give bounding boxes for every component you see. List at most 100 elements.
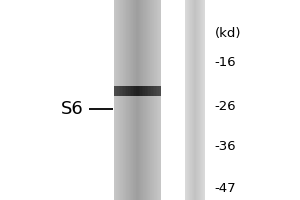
Bar [147,0,148,200]
Bar [155,0,156,200]
Bar [133,0,134,200]
Bar [189,0,190,200]
Bar [148,86,150,96]
Bar [119,0,120,200]
Bar [194,0,195,200]
Bar [202,0,203,200]
Bar [153,0,154,200]
Bar [142,0,143,200]
Bar [193,0,194,200]
Bar [124,0,125,200]
Bar [156,0,157,200]
Bar [141,0,142,200]
Bar [191,0,192,200]
Bar [204,0,205,200]
Bar [200,0,201,200]
Bar [145,0,146,200]
Bar [140,0,141,200]
Bar [159,86,160,96]
Bar [143,0,144,200]
Bar [154,0,155,200]
Bar [134,86,136,96]
Bar [137,86,139,96]
Bar [136,86,137,96]
Text: (kd): (kd) [214,27,241,40]
Bar [151,0,152,200]
Bar [128,86,130,96]
Bar [160,0,161,200]
Bar [188,0,189,200]
Bar [130,86,131,96]
Bar [149,0,150,200]
Bar [122,86,123,96]
Bar [201,0,202,200]
Bar [127,0,128,200]
Bar [131,0,132,200]
Bar [129,0,130,200]
Bar [137,0,138,200]
Bar [120,86,122,96]
Bar [198,0,199,200]
Bar [196,0,197,200]
Bar [144,0,145,200]
Bar [205,0,206,200]
Bar [123,86,125,96]
Bar [134,0,135,200]
Bar [121,0,122,200]
Bar [157,0,158,200]
Bar [151,86,153,96]
Bar [125,0,126,200]
Bar [143,86,145,96]
Bar [146,0,147,200]
Bar [131,86,133,96]
Bar [146,0,147,200]
Text: -36: -36 [214,140,236,152]
Bar [118,0,119,200]
Bar [117,0,118,200]
Bar [138,0,139,200]
Bar [116,0,117,200]
Bar [195,0,196,200]
Bar [132,0,133,200]
Bar [203,0,204,200]
Bar [150,86,151,96]
Bar [120,0,121,200]
Bar [187,0,188,200]
Bar [158,86,159,96]
Bar [125,86,126,96]
Bar [126,86,128,96]
Text: -26: -26 [214,99,236,112]
Bar [152,0,153,200]
Bar [156,86,158,96]
Bar [150,0,151,200]
Bar [133,86,134,96]
Bar [136,0,137,200]
Bar [153,86,154,96]
Bar [126,0,127,200]
Bar [114,86,116,96]
Text: S6: S6 [61,100,83,118]
Bar [158,0,159,200]
Bar [190,0,191,200]
Bar [140,86,142,96]
Bar [115,0,116,200]
Bar [197,0,198,200]
Bar [192,0,193,200]
Bar [114,0,115,200]
Bar [154,86,156,96]
Bar [142,86,143,96]
Bar [122,0,123,200]
Bar [148,0,149,200]
Text: -47: -47 [214,182,236,196]
Bar [145,86,146,96]
Bar [184,0,185,200]
Bar [135,0,136,200]
Bar [146,86,148,96]
Bar [119,86,120,96]
Bar [139,86,140,96]
Bar [117,86,119,96]
Bar [139,0,140,200]
Bar [199,0,200,200]
Bar [196,0,197,200]
Bar [186,0,187,200]
